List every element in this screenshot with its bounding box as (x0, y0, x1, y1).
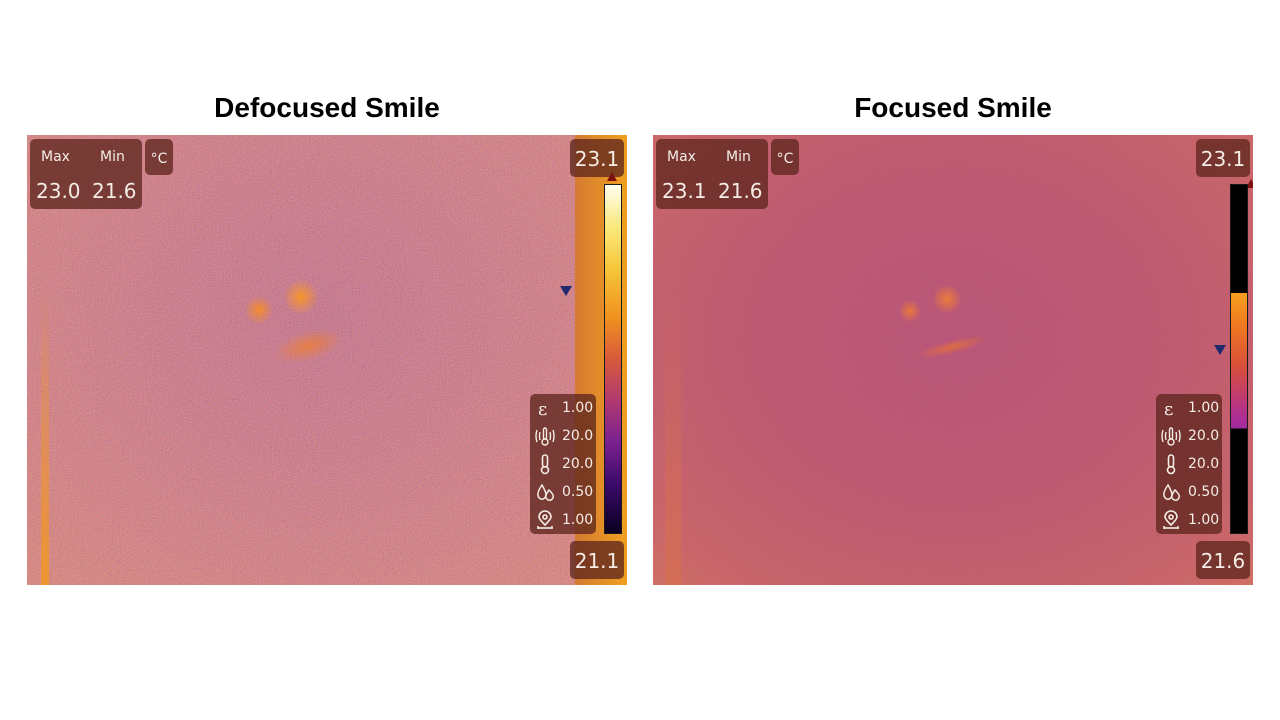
color-scale-bar (1230, 184, 1248, 534)
param-atmospheric-temperature: 20.0 (1156, 450, 1222, 478)
param-reflected-temperature: 20.0 (1156, 422, 1222, 450)
param-atmospheric-temperature: 20.0 (530, 450, 596, 478)
scale-top-marker (607, 172, 617, 181)
min-value: 21.6 (718, 179, 763, 203)
scale-top-marker (1246, 179, 1253, 188)
distance-icon (1163, 510, 1179, 529)
hot-edge-stripe (41, 285, 49, 585)
param-emissivity: ε 1.00 (1156, 394, 1222, 422)
param-value: 1.00 (1188, 512, 1220, 528)
thermal-image-defocused: Max Min 23.0 21.6 °C 23.1 ε 1.00 20.0 20… (27, 135, 627, 585)
param-value: 20.0 (562, 428, 594, 444)
smile-left-eye (245, 295, 273, 325)
svg-text:ε: ε (1164, 399, 1173, 419)
thermal-image-focused: Max Min 23.1 21.6 °C 23.1 ε 1.00 20.0 20… (653, 135, 1253, 585)
param-distance: 1.00 (1156, 506, 1222, 534)
max-min-readout: Max Min 23.1 21.6 (656, 139, 768, 209)
camera-parameters: ε 1.00 20.0 20.0 0.50 1.00 (1156, 394, 1222, 534)
scale-level-marker (1214, 345, 1226, 355)
panel-title-focused: Focused Smile (854, 92, 1052, 123)
param-emissivity: ε 1.00 (530, 394, 596, 422)
param-humidity: 0.50 (1156, 478, 1222, 506)
param-value: 20.0 (1188, 428, 1220, 444)
atmospheric-temperature-icon (1166, 454, 1176, 475)
max-label: Max (667, 149, 696, 165)
panel-title-defocused: Defocused Smile (214, 92, 440, 123)
reflected-temperature-icon (1161, 427, 1181, 446)
sensor-noise (653, 135, 1253, 585)
scale-level-marker (560, 286, 572, 296)
humidity-icon (1163, 483, 1180, 501)
unit-badge: °C (145, 139, 173, 175)
sensor-noise (27, 135, 627, 585)
scale-top-temp: 23.1 (570, 139, 624, 177)
distance-icon (537, 510, 553, 529)
max-label: Max (41, 149, 70, 165)
min-value: 21.6 (92, 179, 137, 203)
reflected-temperature-icon (535, 427, 555, 446)
smile-right-eye (933, 283, 961, 315)
humidity-icon (537, 483, 554, 501)
color-scale-bar (604, 184, 622, 534)
scale-bottom-temp: 21.6 (1196, 541, 1250, 579)
scale-bottom-temp: 21.1 (570, 541, 624, 579)
param-value: 1.00 (562, 400, 594, 416)
smile-left-eye (899, 299, 921, 323)
max-min-readout: Max Min 23.0 21.6 (30, 139, 142, 209)
max-value: 23.0 (36, 179, 81, 203)
scale-top-temp: 23.1 (1196, 139, 1250, 177)
hot-edge-stripe (665, 285, 681, 585)
atmospheric-temperature-icon (540, 454, 550, 475)
param-distance: 1.00 (530, 506, 596, 534)
param-value: 1.00 (1188, 400, 1220, 416)
emissivity-icon: ε (538, 399, 547, 419)
param-value: 0.50 (562, 484, 594, 500)
unit-badge: °C (771, 139, 799, 175)
param-value: 20.0 (1188, 456, 1220, 472)
param-reflected-temperature: 20.0 (530, 422, 596, 450)
max-value: 23.1 (662, 179, 707, 203)
param-value: 20.0 (562, 456, 594, 472)
min-label: Min (100, 149, 125, 165)
emissivity-icon: ε (1164, 399, 1173, 419)
param-value: 0.50 (1188, 484, 1220, 500)
smile-right-eye (283, 279, 319, 315)
param-humidity: 0.50 (530, 478, 596, 506)
svg-text:ε: ε (538, 399, 547, 419)
min-label: Min (726, 149, 751, 165)
param-value: 1.00 (562, 512, 594, 528)
camera-parameters: ε 1.00 20.0 20.0 0.50 1.00 (530, 394, 596, 534)
